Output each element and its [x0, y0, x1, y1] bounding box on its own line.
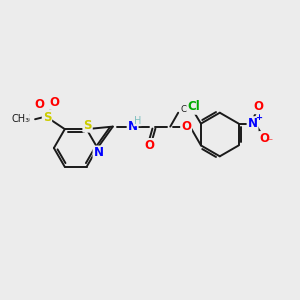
Text: CH₃: CH₃ — [11, 114, 29, 124]
Text: N: N — [248, 117, 258, 130]
Text: Cl: Cl — [188, 100, 200, 113]
Text: S: S — [23, 114, 30, 124]
Text: S: S — [83, 119, 92, 132]
Text: H: H — [134, 116, 141, 126]
Text: ⁻: ⁻ — [268, 137, 273, 147]
Text: N: N — [128, 120, 138, 133]
Text: O: O — [181, 120, 191, 133]
Text: +: + — [255, 113, 262, 122]
Text: O: O — [254, 100, 263, 113]
Text: O: O — [49, 96, 59, 109]
Text: N: N — [94, 146, 103, 160]
Text: CH₃: CH₃ — [180, 105, 197, 114]
Text: O: O — [260, 132, 269, 145]
Text: O: O — [145, 139, 154, 152]
Text: S: S — [43, 111, 51, 124]
Text: O: O — [34, 98, 44, 111]
